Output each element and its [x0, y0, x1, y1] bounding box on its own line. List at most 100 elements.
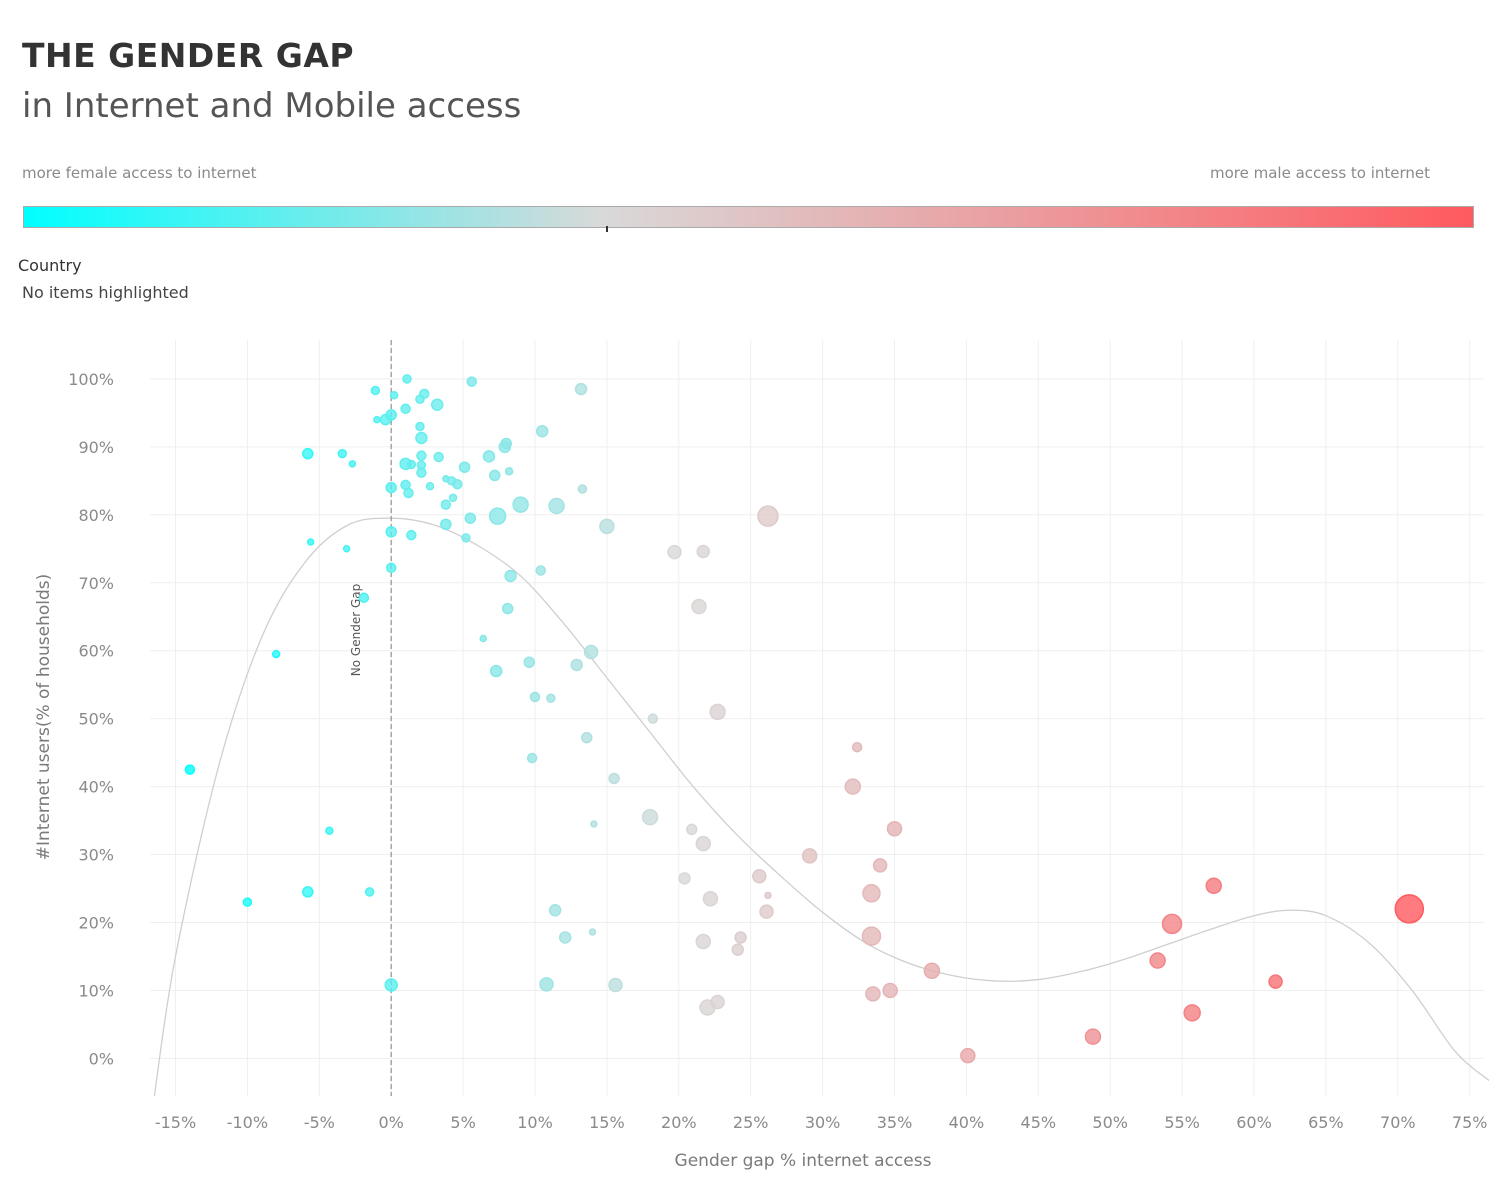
country-point — [1205, 877, 1222, 895]
country-point — [342, 545, 351, 553]
page-subtitle: in Internet and Mobile access — [22, 86, 522, 126]
x-tick-label: 55% — [1164, 1113, 1200, 1132]
x-tick-label: 75% — [1452, 1113, 1488, 1132]
y-tick-label: 70% — [78, 574, 114, 593]
y-tick-label: 50% — [78, 710, 114, 729]
country-point — [466, 376, 477, 387]
y-axis-title: #Internet users(% of households) — [34, 574, 54, 861]
x-tick-label: 0% — [379, 1113, 404, 1132]
x-tick-label: -10% — [227, 1113, 268, 1132]
country-point — [759, 904, 774, 919]
country-point — [695, 835, 711, 852]
country-point — [546, 693, 556, 704]
country-point — [599, 518, 615, 535]
x-tick-label: 15% — [589, 1113, 625, 1132]
country-point — [306, 538, 315, 546]
grid-lines — [150, 340, 1484, 1096]
country-point — [865, 986, 881, 1002]
country-point — [923, 962, 941, 979]
country-point — [734, 931, 747, 944]
country-point — [440, 518, 452, 531]
country-point — [886, 820, 903, 837]
x-tick-label: 5% — [450, 1113, 475, 1132]
country-point — [348, 460, 357, 468]
country-point — [1161, 913, 1183, 935]
country-point — [1183, 1004, 1201, 1022]
country-point — [696, 544, 710, 559]
country-point — [851, 741, 863, 753]
highlighter-value[interactable]: No items highlighted — [22, 283, 189, 302]
country-point — [685, 823, 698, 836]
country-point — [872, 858, 888, 873]
country-point — [384, 978, 398, 992]
country-point — [271, 649, 281, 659]
country-point — [400, 403, 411, 415]
y-tick-label: 80% — [78, 506, 114, 525]
country-point — [731, 943, 745, 956]
country-point — [709, 703, 726, 721]
country-point — [581, 731, 593, 744]
country-point — [583, 644, 599, 660]
country-point — [385, 409, 397, 421]
country-point — [504, 467, 514, 476]
country-point — [415, 421, 425, 432]
country-point — [548, 904, 562, 917]
country-point — [695, 933, 711, 950]
country-point — [960, 1047, 976, 1064]
country-point — [678, 872, 691, 885]
x-tick-label: 25% — [733, 1113, 769, 1132]
x-tick-label: 35% — [877, 1113, 913, 1132]
country-point — [482, 450, 496, 463]
country-point — [608, 977, 623, 993]
country-point — [402, 374, 412, 384]
country-point — [325, 826, 334, 836]
y-tick-labels: 0% 10% 20% 30% 40% 50% 60% 70% 80% 90% 100% — [68, 370, 114, 1069]
color-legend-gradient — [23, 206, 1474, 228]
country-point — [1084, 1028, 1102, 1045]
trend-curve — [153, 517, 1489, 1096]
country-point — [590, 820, 598, 828]
country-point — [500, 437, 512, 450]
country-point — [570, 658, 583, 672]
x-tick-label: 60% — [1236, 1113, 1272, 1132]
country-point — [691, 598, 707, 615]
page-title: THE GENDER GAP — [22, 36, 355, 75]
country-point — [882, 982, 898, 999]
country-point — [373, 415, 381, 424]
country-point — [512, 496, 529, 513]
reference-line-layer: No Gender Gap — [349, 340, 392, 1096]
country-point — [489, 664, 503, 678]
no-gender-gap-label: No Gender Gap — [349, 584, 363, 676]
x-tick-label: -5% — [304, 1113, 335, 1132]
country-point — [702, 890, 719, 907]
country-point — [539, 977, 554, 992]
x-tick-label: 30% — [805, 1113, 841, 1132]
country-point — [608, 772, 620, 785]
country-point — [385, 526, 397, 538]
country-point — [574, 382, 588, 396]
country-point — [425, 482, 435, 491]
country-point — [416, 467, 427, 478]
highlighter-label: Country — [18, 256, 82, 275]
country-point — [452, 478, 463, 490]
x-tick-label: 50% — [1092, 1113, 1128, 1132]
country-point — [458, 461, 471, 473]
country-point — [242, 897, 253, 907]
x-tick-label: 20% — [661, 1113, 697, 1132]
country-point — [403, 487, 414, 499]
y-tick-label: 90% — [78, 438, 114, 457]
country-point — [184, 764, 196, 775]
country-point — [558, 931, 572, 944]
y-tick-label: 30% — [78, 846, 114, 865]
x-tick-label: 70% — [1380, 1113, 1416, 1132]
country-point — [464, 512, 477, 524]
x-tick-label: 65% — [1308, 1113, 1344, 1132]
color-legend-right-label: more male access to internet — [1210, 164, 1431, 182]
country-point — [752, 869, 767, 884]
country-point — [1149, 952, 1166, 969]
country-point — [419, 388, 430, 400]
x-axis-title: Gender gap % internet access — [675, 1151, 932, 1171]
country-point — [535, 565, 547, 576]
country-point — [667, 544, 682, 560]
